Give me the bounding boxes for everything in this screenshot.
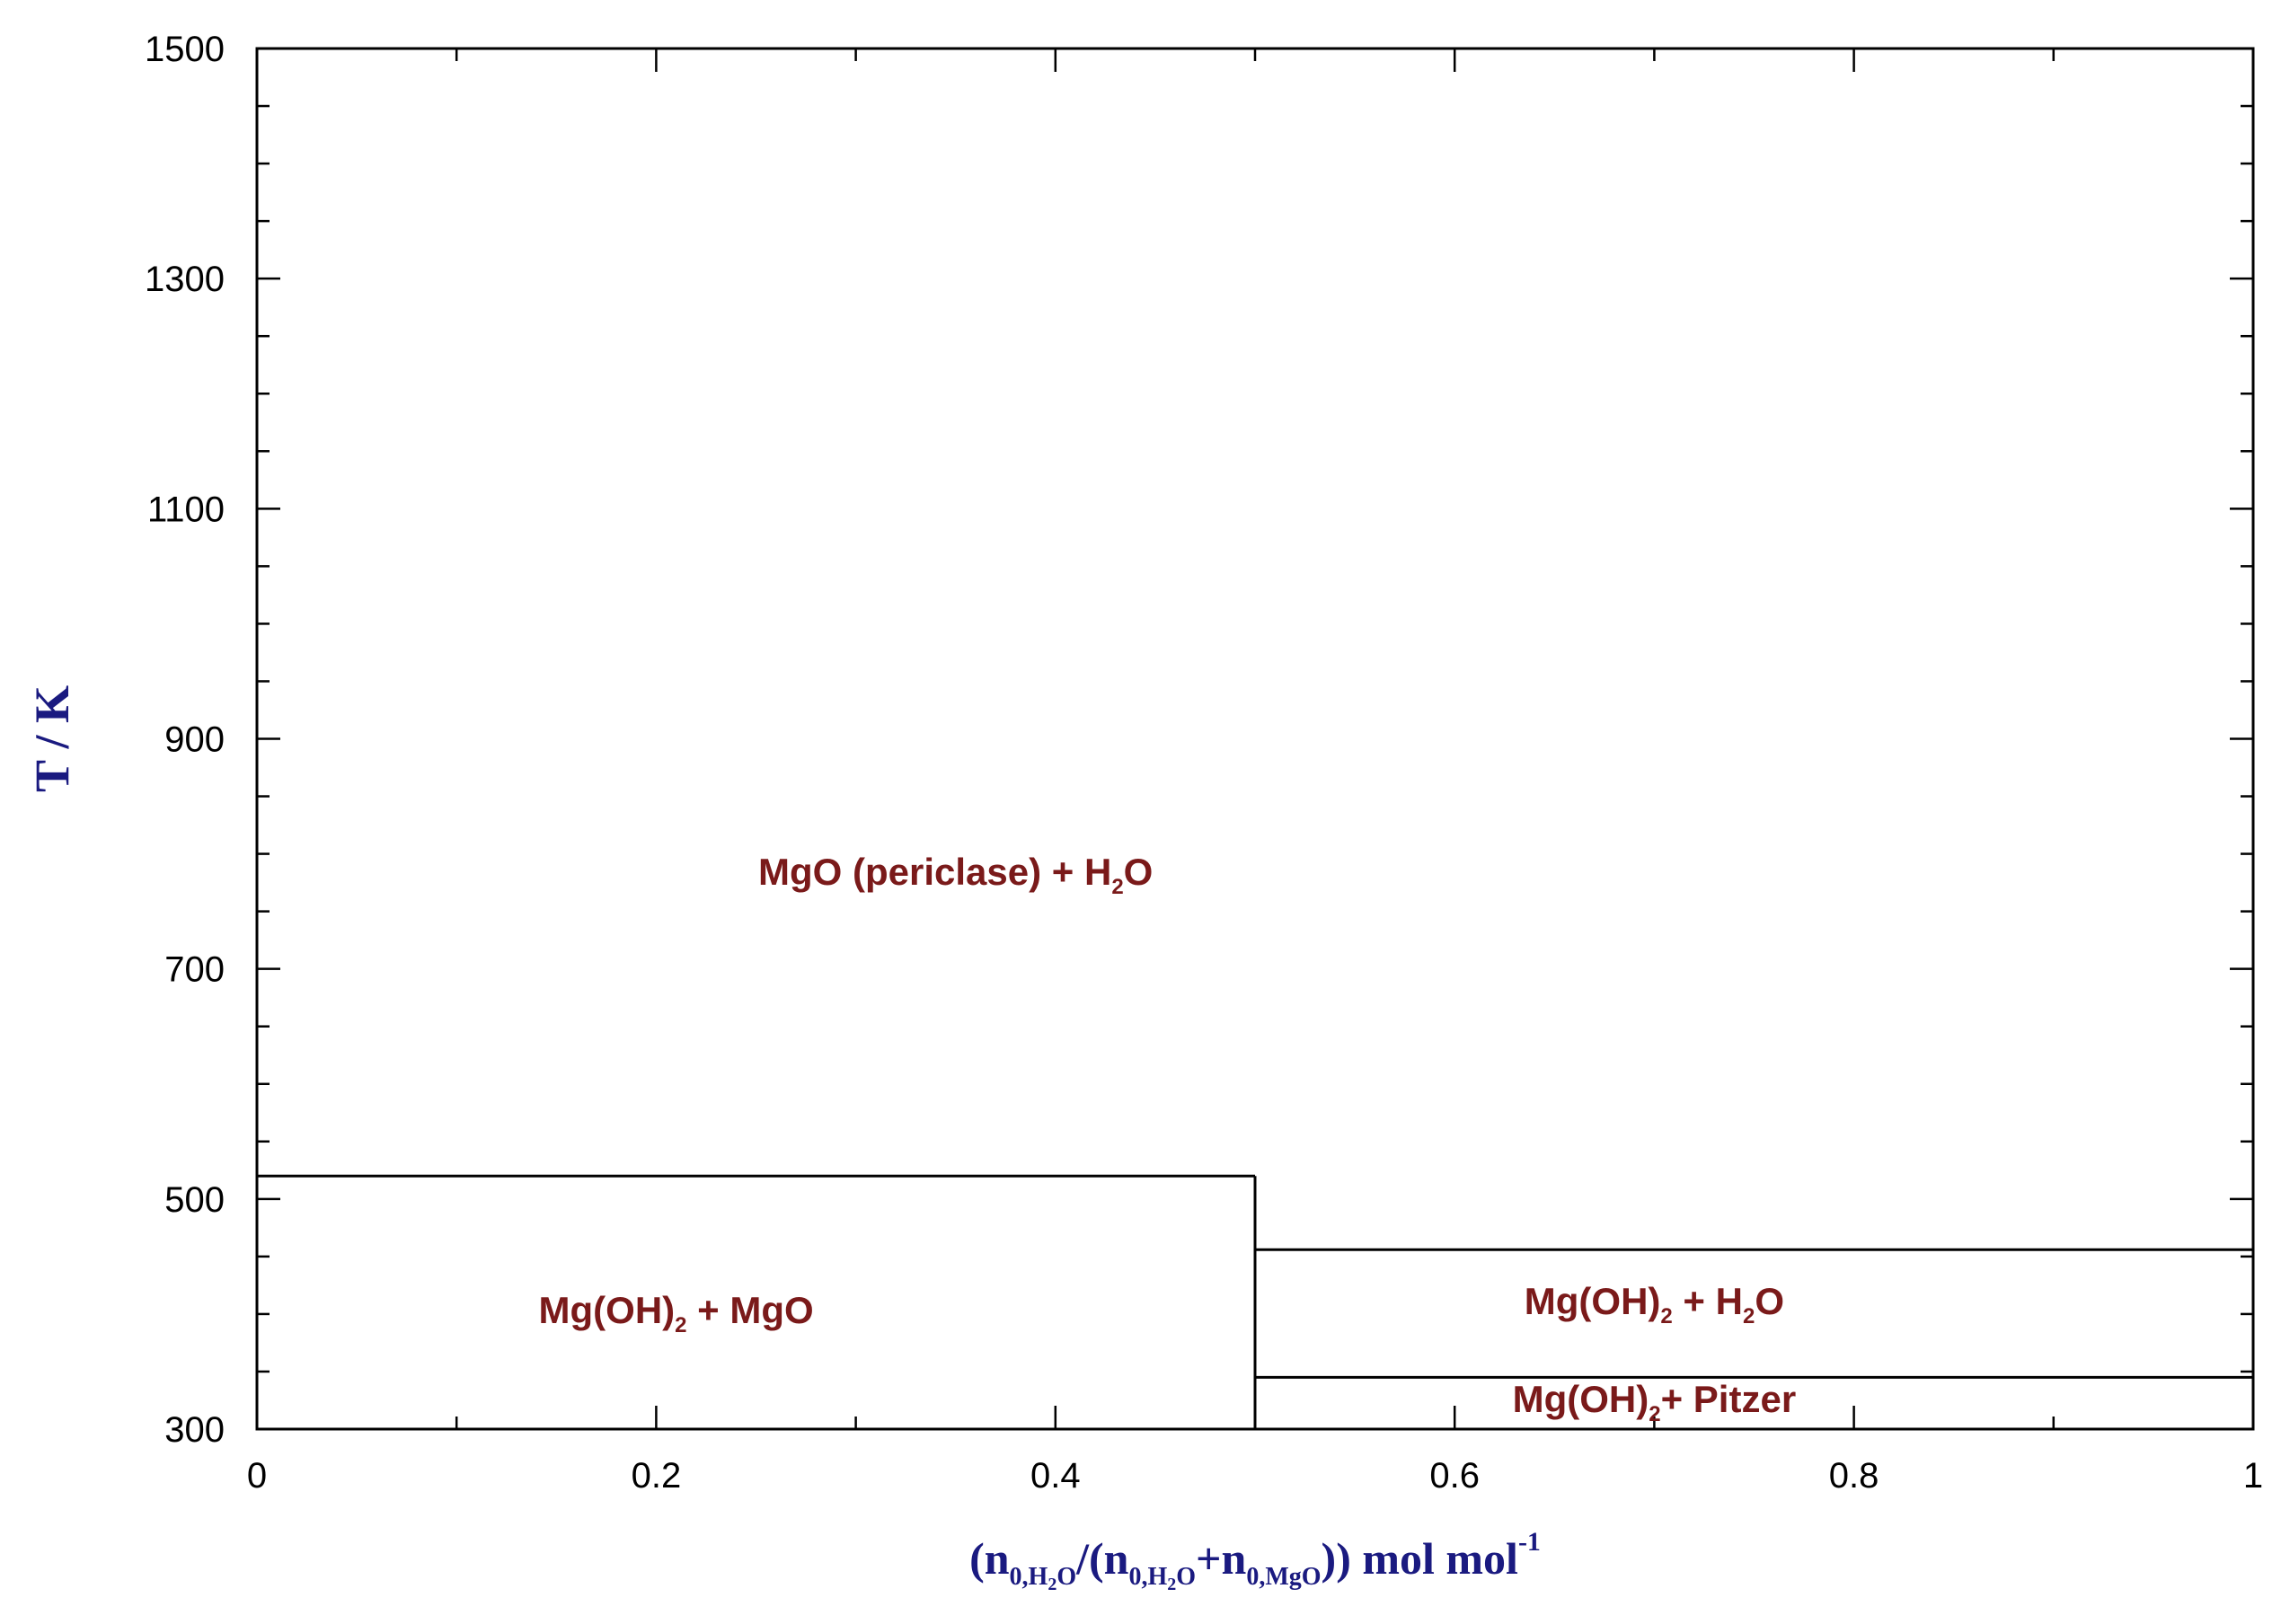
region-label: Mg(OH)2 + MgO xyxy=(539,1289,814,1337)
y-axis-title: T / K xyxy=(25,685,79,792)
y-tick-label: 1100 xyxy=(147,490,225,529)
minor-ticks xyxy=(257,49,2253,1429)
y-tick-label: 1500 xyxy=(145,30,225,69)
y-tick-label: 700 xyxy=(164,950,225,990)
region-labels: MgO (periclase) + H2O Mg(OH)2 + MgO Mg(OH)… xyxy=(539,851,1797,1426)
x-tick-label: 1 xyxy=(2243,1456,2263,1496)
y-tick-label: 500 xyxy=(164,1180,225,1220)
y-tick-labels: 300 500 700 900 1100 1300 1500 xyxy=(145,30,225,1450)
x-tick-label: 0.2 xyxy=(632,1456,682,1496)
x-tick-labels: 0 0.2 0.4 0.6 0.8 1 xyxy=(247,1456,2263,1496)
x-tick-label: 0 xyxy=(247,1456,267,1496)
x-axis-title: (n0,H2O/(n0,H2O+n0,MgO)) mol mol-1 xyxy=(969,1527,1541,1594)
region-label: Mg(OH)2 + H2O xyxy=(1525,1280,1784,1328)
y-tick-label: 300 xyxy=(164,1410,225,1450)
x-tick-label: 0.4 xyxy=(1030,1456,1081,1496)
region-label: Mg(OH)2+ Pitzer xyxy=(1513,1378,1797,1426)
phase-boundaries xyxy=(257,1174,2253,1429)
y-tick-label: 900 xyxy=(164,720,225,760)
major-ticks xyxy=(255,47,2255,1431)
x-tick-label: 0.8 xyxy=(1829,1456,1879,1496)
region-label: MgO (periclase) + H2O xyxy=(758,851,1153,899)
y-tick-label: 1300 xyxy=(145,260,225,299)
x-tick-label: 0.6 xyxy=(1429,1456,1480,1496)
